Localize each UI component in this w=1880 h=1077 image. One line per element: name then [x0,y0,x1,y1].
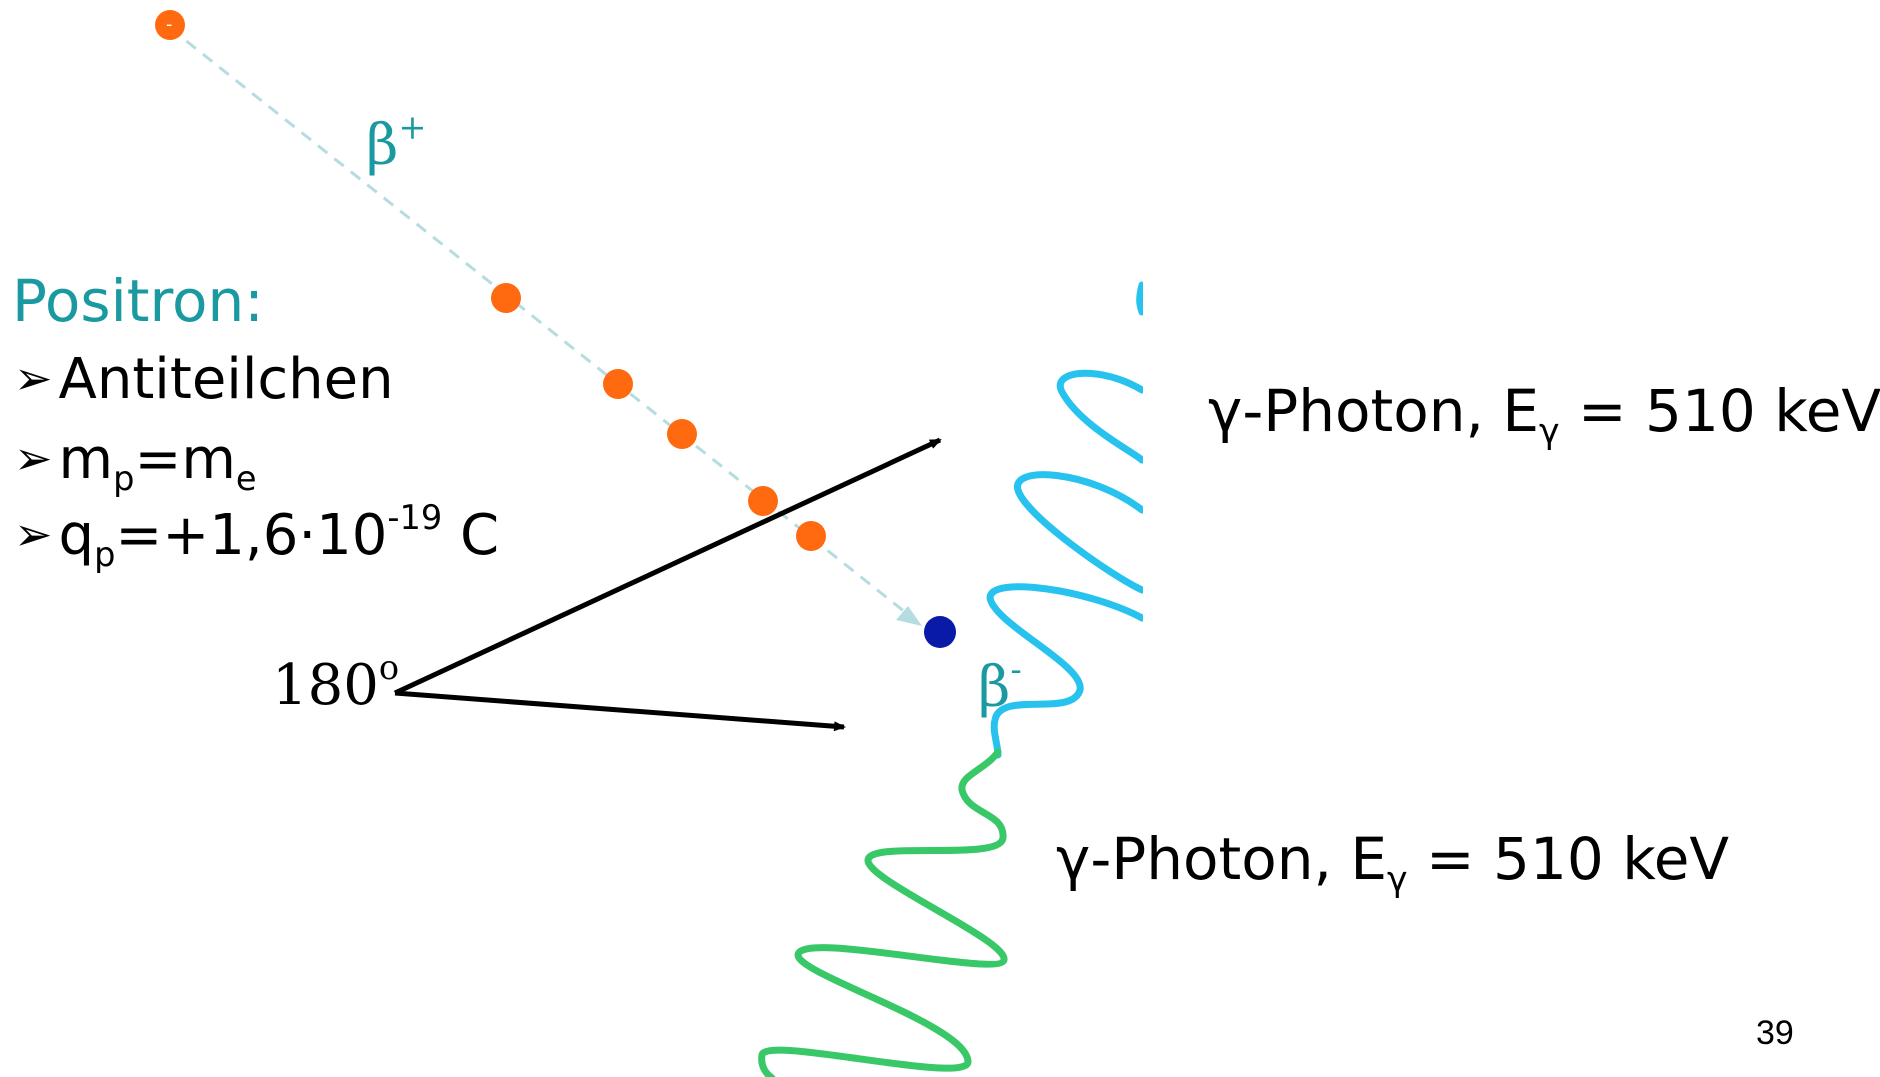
photon-label-top: γ-Photon, Eγ = 510 keV [1208,382,1880,450]
bullet-charge: ➢ qp=+1,6·10-19 C [14,501,499,572]
beta-plus-superscript: + [398,107,427,147]
trajectory-arrowhead [896,606,922,626]
arrowhead-bullet-icon: ➢ [14,507,53,561]
positron-dot [667,419,697,449]
subscript: p [113,458,135,498]
positron-dot [491,283,521,313]
bullet-text: q [58,503,95,568]
superscript: -19 [387,497,443,537]
positron-title: Positron: [12,267,264,335]
beta-minus-label: β- [978,653,1022,716]
bullet-antiteilchen: ➢ Antiteilchen [14,352,394,408]
degree-superscript: o [378,647,400,687]
positron-dot-minus-mark: - [166,14,173,35]
photon-label-text: γ-Photon, E [1208,377,1539,445]
positron-dot [748,486,778,516]
beta-plus-symbol: β [366,113,399,178]
beta-minus-superscript: - [1010,649,1022,689]
photon-label-bottom: γ-Photon, Eγ = 510 keV [1056,830,1729,898]
wave-clip-mask [1143,270,1273,640]
subscript: e [235,458,257,498]
arrowhead-bullet-icon: ➢ [14,351,53,405]
arrowhead-bullet-icon: ➢ [14,431,53,485]
photon-direction-arrow-bottom [394,690,846,732]
positron-dot [155,10,185,40]
positron-dot [796,521,826,551]
subscript: p [94,534,116,574]
beta-minus-symbol: β [978,655,1011,720]
subscript: γ [1386,860,1408,901]
photon-direction-arrow-top [393,437,942,696]
beta-plus-label: β+ [366,111,427,174]
bullet-text: m [58,427,114,492]
photon-energy-text: = 510 keV [1559,377,1880,445]
bullet-mass-equality: ➢ mp=me [14,431,257,496]
bullet-text: Antiteilchen [58,347,394,412]
photon-label-text: γ-Photon, E [1056,825,1387,893]
angle-label: 180o [272,651,399,714]
bullet-text: C [442,503,500,568]
bullet-text: =m [134,427,236,492]
page-number: 39 [1756,1014,1794,1052]
positron-dot [603,369,633,399]
photon-wave-top [986,281,1146,759]
photon-energy-text: = 510 keV [1407,825,1730,893]
electron-dot [924,616,956,648]
bullet-text: =+1,6·10 [115,503,388,568]
subscript: γ [1538,412,1560,453]
angle-value: 180 [272,653,379,718]
photon-wave-bottom [758,748,1008,1077]
